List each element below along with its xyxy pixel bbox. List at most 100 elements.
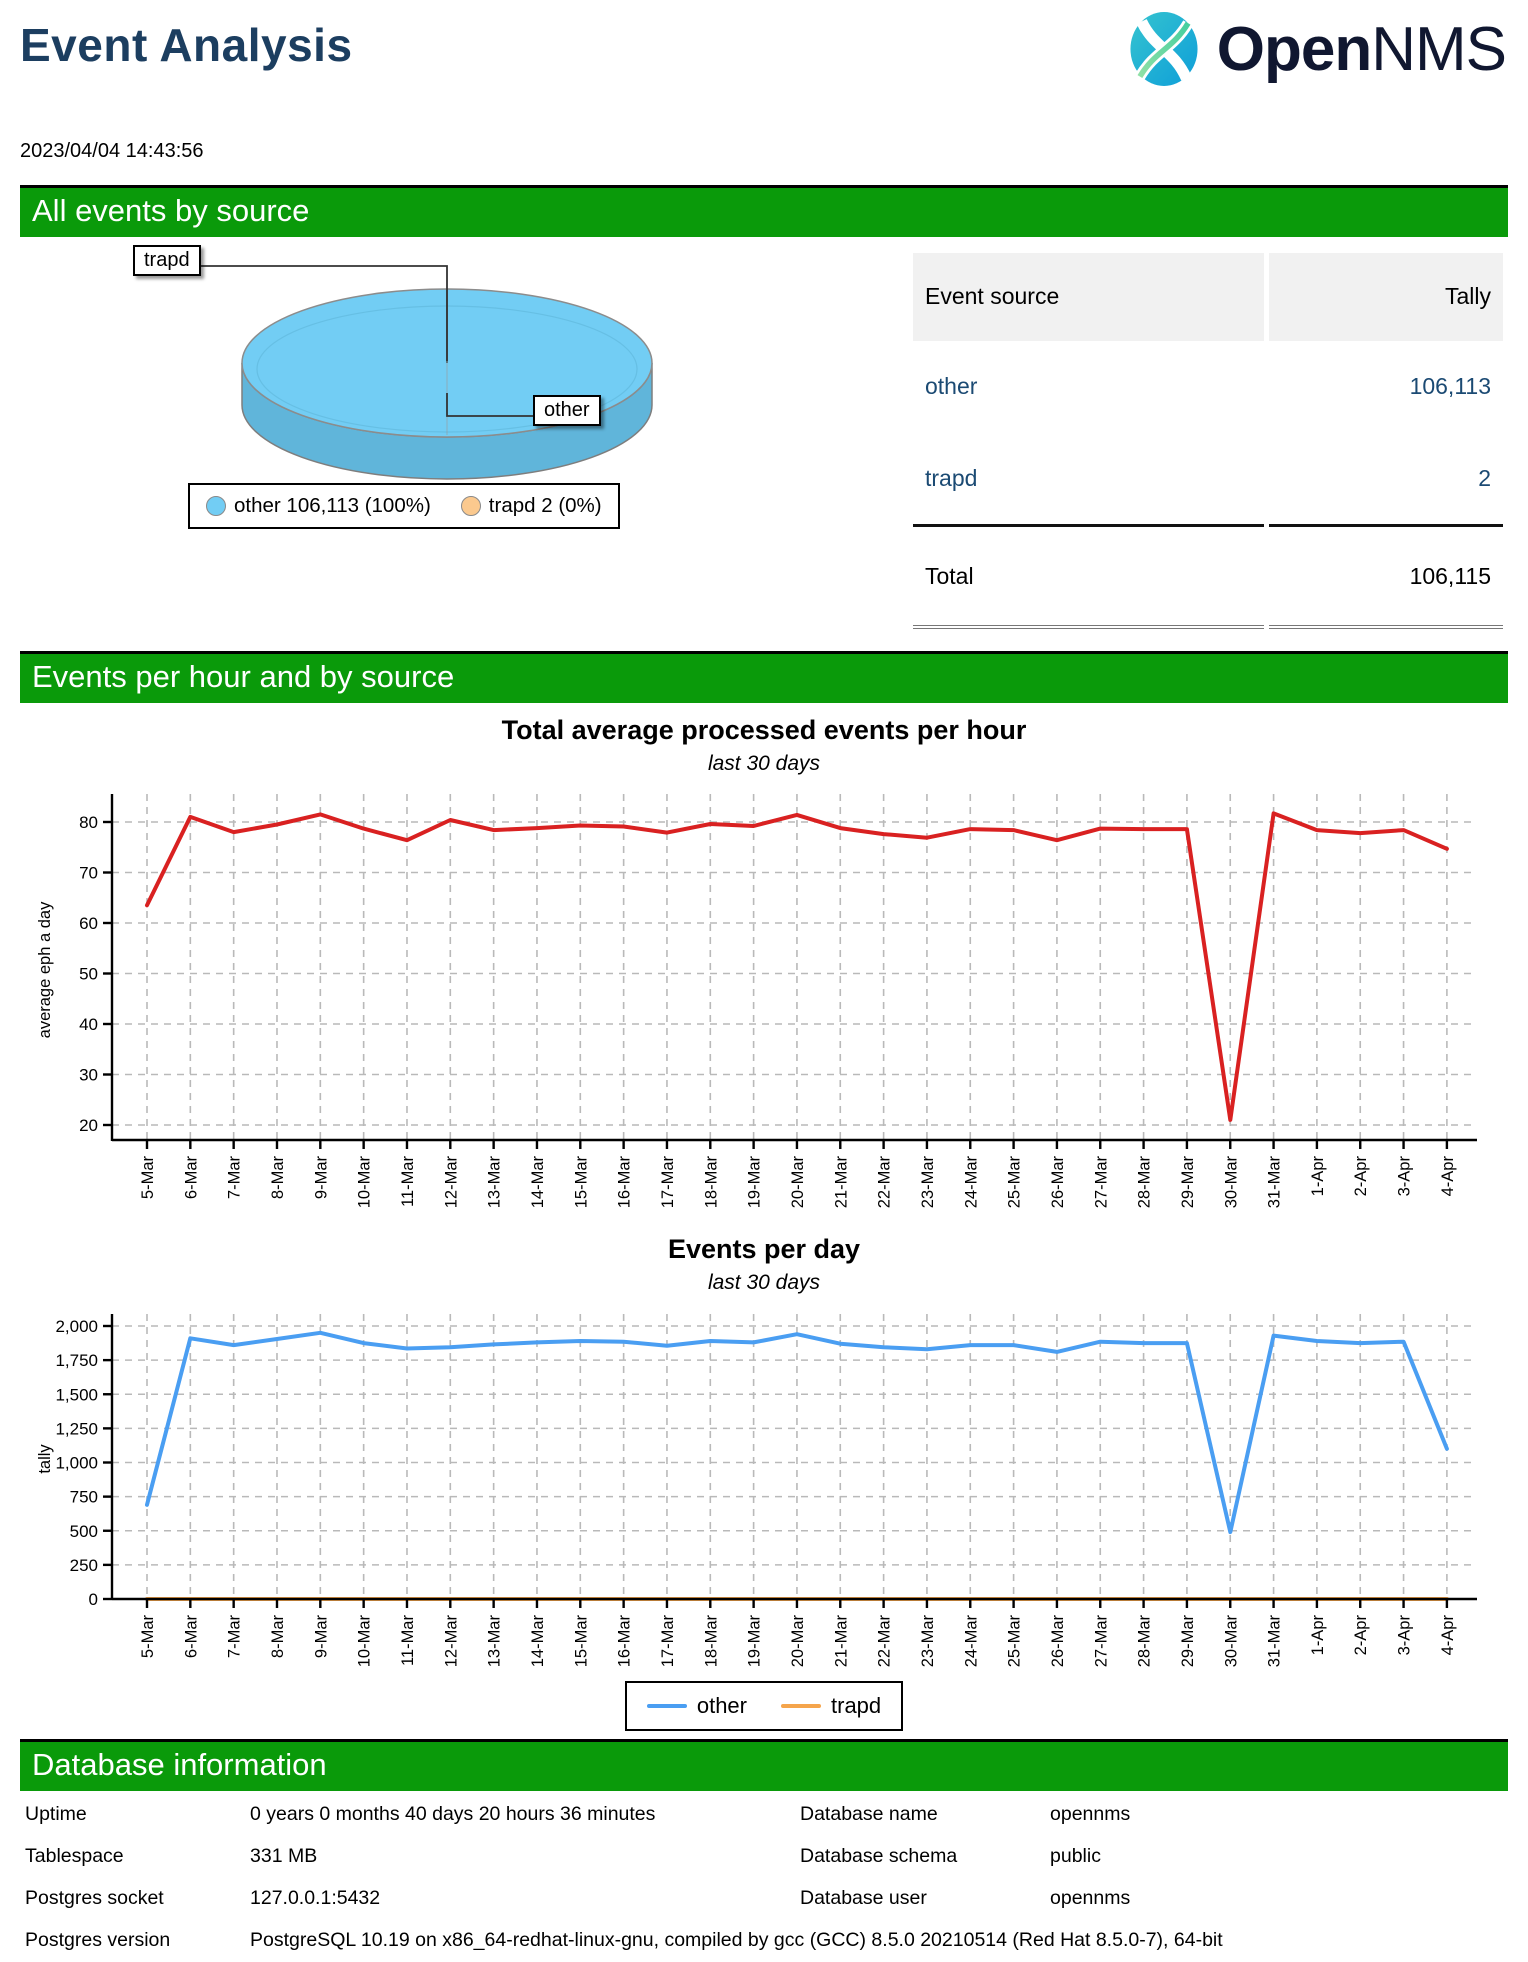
uptime-value: 0 years 0 months 40 days 20 hours 36 min… [250, 1803, 656, 1825]
other-line-swatch-icon [646, 1704, 687, 1708]
svg-text:30-Mar: 30-Mar [1222, 1614, 1240, 1667]
events-by-source-section: trapd other other 106,113 (100%) trapd 2… [20, 237, 1508, 629]
event-source-other-link[interactable]: other [925, 373, 978, 400]
eph-chart-subtitle: last 30 days [707, 752, 821, 775]
svg-text:750: 750 [70, 1488, 98, 1507]
uptime-label: Uptime [25, 1803, 87, 1825]
svg-text:19-Mar: 19-Mar [746, 1614, 764, 1667]
pie-legend-entry-other: other 106,113 (100%) [206, 494, 431, 518]
svg-text:15-Mar: 15-Mar [572, 1614, 590, 1667]
trapd-callout-label: trapd [133, 245, 201, 276]
svg-text:1-Apr: 1-Apr [1309, 1156, 1327, 1197]
svg-text:250: 250 [70, 1556, 98, 1575]
svg-text:21-Mar: 21-Mar [832, 1614, 850, 1667]
svg-text:8-Mar: 8-Mar [269, 1156, 287, 1200]
svg-text:1,250: 1,250 [55, 1419, 98, 1438]
pg-socket-label: Postgres socket [25, 1887, 164, 1909]
svg-text:500: 500 [70, 1522, 98, 1541]
eph-line-chart: 20 30 40 50 60 70 80 5-Mar 6-Mar 7-Mar 8-Mar 9-Mar 1… [36, 794, 1477, 1208]
svg-text:21-Mar: 21-Mar [832, 1155, 850, 1208]
svg-text:2,000: 2,000 [55, 1317, 98, 1336]
svg-text:22-Mar: 22-Mar [876, 1155, 894, 1208]
legend-entry-trapd: trapd [781, 1693, 881, 1719]
pie-legend-other-label: other 106,113 (100%) [234, 494, 431, 517]
opennms-logo-text: OpenNMS [1216, 14, 1507, 84]
svg-text:12-Mar: 12-Mar [442, 1614, 460, 1667]
svg-text:50: 50 [79, 965, 98, 984]
event-source-trapd-link[interactable]: trapd [925, 464, 978, 491]
svg-text:8-Mar: 8-Mar [269, 1615, 287, 1659]
db-schema-value: public [1050, 1845, 1101, 1867]
legend-other-label: other [696, 1693, 747, 1718]
svg-text:29-Mar: 29-Mar [1179, 1155, 1197, 1208]
svg-text:80: 80 [79, 813, 98, 832]
svg-text:10-Mar: 10-Mar [356, 1614, 374, 1667]
svg-text:7-Mar: 7-Mar [226, 1615, 244, 1659]
svg-text:18-Mar: 18-Mar [702, 1614, 720, 1667]
svg-text:2-Apr: 2-Apr [1352, 1156, 1370, 1197]
eph-chart-block: Total average processed events per hour … [20, 715, 1508, 1222]
svg-text:18-Mar: 18-Mar [702, 1155, 720, 1208]
db-user-label: Database user [800, 1887, 927, 1909]
svg-text:4-Apr: 4-Apr [1439, 1615, 1457, 1656]
svg-text:12-Mar: 12-Mar [442, 1155, 460, 1208]
svg-text:0: 0 [89, 1590, 98, 1609]
svg-text:20-Mar: 20-Mar [789, 1614, 807, 1667]
pie-legend-entry-trapd: trapd 2 (0%) [460, 494, 602, 518]
svg-text:30: 30 [79, 1066, 98, 1085]
svg-text:28-Mar: 28-Mar [1136, 1155, 1154, 1208]
svg-text:27-Mar: 27-Mar [1092, 1614, 1110, 1667]
svg-text:11-Mar: 11-Mar [399, 1156, 417, 1208]
svg-text:11-Mar: 11-Mar [399, 1615, 417, 1667]
opennms-logo-icon [1130, 12, 1198, 86]
db-name-value: opennms [1050, 1803, 1131, 1825]
svg-text:average eph a day: average eph a day [36, 901, 54, 1038]
report-timestamp: 2023/04/04 14:43:56 [20, 140, 204, 162]
svg-text:9-Mar: 9-Mar [312, 1156, 330, 1200]
svg-text:4-Apr: 4-Apr [1439, 1156, 1457, 1197]
tally-other: 106,113 [1409, 373, 1491, 400]
svg-text:23-Mar: 23-Mar [919, 1614, 937, 1667]
table-row: other 106,113 [913, 341, 1503, 433]
svg-text:31-Mar: 31-Mar [1266, 1614, 1284, 1667]
col-header-event-source: Event source [913, 253, 1265, 341]
tablespace-label: Tablespace [25, 1845, 124, 1867]
tablespace-value: 331 MB [250, 1845, 318, 1867]
svg-text:23-Mar: 23-Mar [919, 1155, 937, 1208]
report-header: Event Analysis OpenNMS [20, 0, 1508, 112]
page-title: Event Analysis [20, 19, 353, 71]
svg-text:25-Mar: 25-Mar [1006, 1614, 1024, 1667]
svg-text:30-Mar: 30-Mar [1222, 1155, 1240, 1208]
svg-text:1,500: 1,500 [55, 1385, 98, 1404]
svg-text:24-Mar: 24-Mar [962, 1614, 980, 1667]
section-banner-all-events: All events by source [20, 185, 1508, 237]
svg-text:31-Mar: 31-Mar [1266, 1155, 1284, 1208]
svg-text:16-Mar: 16-Mar [616, 1614, 634, 1667]
epd-chart-legend: other trapd [624, 1681, 904, 1731]
epd-chart-title: Events per day [667, 1234, 861, 1264]
svg-text:14-Mar: 14-Mar [529, 1614, 547, 1667]
db-user-value: opennms [1050, 1887, 1131, 1909]
epd-line-chart: 0 250 500 750 1,000 1,250 1,500 1,750 2,000 5-Mar… [36, 1314, 1477, 1667]
col-header-tally: Tally [1269, 253, 1503, 341]
svg-text:1-Apr: 1-Apr [1309, 1615, 1327, 1656]
svg-text:5-Mar: 5-Mar [139, 1615, 157, 1659]
svg-text:60: 60 [79, 914, 98, 933]
tally-trapd: 2 [1478, 464, 1491, 491]
pg-version-value: PostgreSQL 10.19 on x86_64-redhat-linux-… [250, 1929, 1223, 1951]
pie-legend-trapd-label: trapd 2 (0%) [488, 494, 602, 517]
svg-text:40: 40 [79, 1015, 98, 1034]
svg-text:22-Mar: 22-Mar [876, 1614, 894, 1667]
svg-text:25-Mar: 25-Mar [1006, 1155, 1024, 1208]
svg-text:6-Mar: 6-Mar [182, 1156, 200, 1200]
total-value: 106,115 [1269, 524, 1503, 629]
events-per-day-chart-block: Events per day last 30 days 0 250 500 750 1,… [20, 1234, 1508, 1731]
svg-text:70: 70 [79, 864, 98, 883]
svg-text:10-Mar: 10-Mar [356, 1155, 374, 1208]
svg-text:14-Mar: 14-Mar [529, 1155, 547, 1208]
svg-text:3-Apr: 3-Apr [1396, 1156, 1414, 1197]
eph-chart-title: Total average processed events per hour [501, 715, 1027, 745]
pg-version-label: Postgres version [25, 1929, 171, 1951]
svg-text:19-Mar: 19-Mar [746, 1155, 764, 1208]
svg-text:29-Mar: 29-Mar [1179, 1614, 1197, 1667]
